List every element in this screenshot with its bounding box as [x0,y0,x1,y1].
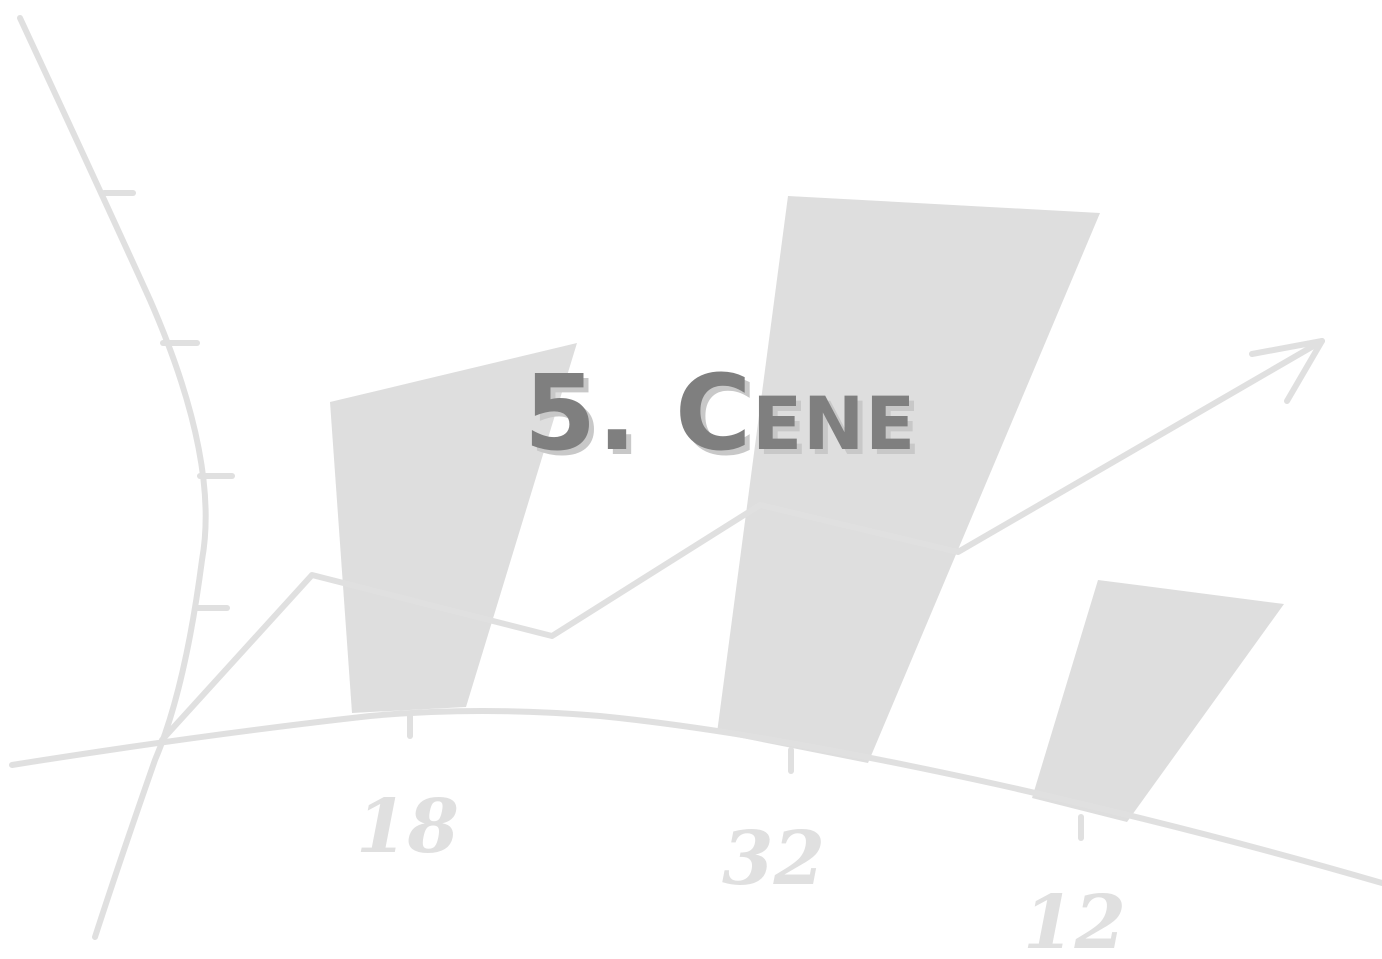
trend-line [159,338,1325,743]
decorative-label: 18 [356,784,459,870]
decorative-bar [717,196,1100,763]
vertical-axis-line [17,15,209,940]
page-title: 5. Cene [523,352,917,474]
decorative-label: 32 [722,816,825,902]
arrow-head-icon [1249,338,1325,404]
decorative-bar [1032,580,1284,822]
decorative-label: 12 [1023,880,1126,959]
decorative-bar [330,343,577,713]
horizontal-axis-line [9,708,1382,886]
